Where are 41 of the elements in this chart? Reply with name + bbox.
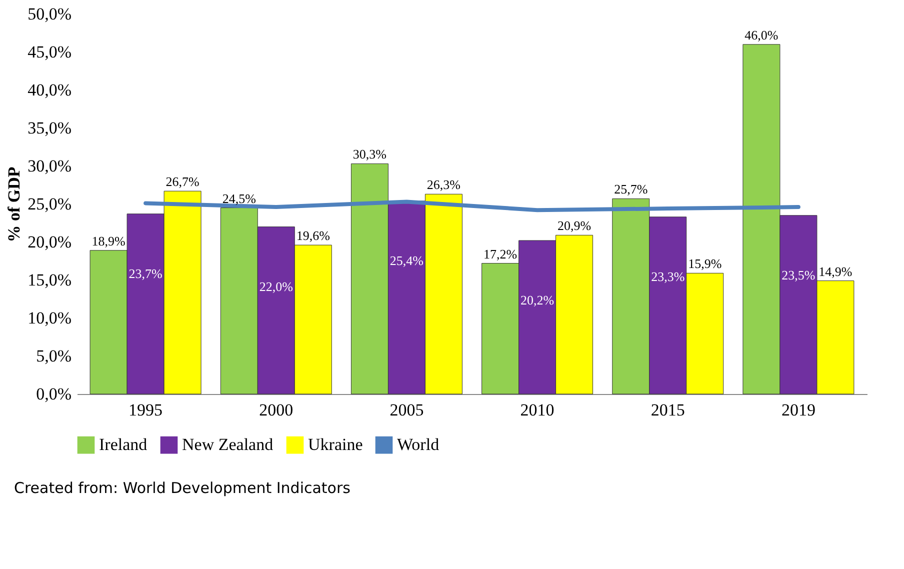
data-label: 26,7% <box>166 174 200 190</box>
data-label: 26,3% <box>426 177 461 192</box>
legend-label: World <box>397 435 440 454</box>
data-label: 24,5% <box>222 190 256 206</box>
data-label: 15,9% <box>688 256 722 272</box>
data-label: 14,9% <box>818 264 852 279</box>
legend-label: Ireland <box>99 435 148 454</box>
data-label: 23,3% <box>651 268 685 284</box>
data-label: 18,9% <box>92 233 126 248</box>
y-tick-label: 20,0% <box>28 232 72 252</box>
y-tick-label: 5,0% <box>36 346 72 366</box>
y-tick-label: 25,0% <box>28 194 72 214</box>
data-label: 22,0% <box>259 278 294 294</box>
y-tick-label: 15,0% <box>28 270 72 290</box>
data-label: 20,9% <box>557 218 592 234</box>
text: Created from: World Development Indicators <box>14 479 352 497</box>
data-label: 23,7% <box>128 266 163 281</box>
x-tick-label: 2000 <box>259 400 294 420</box>
legend-label: Ukraine <box>308 435 363 454</box>
x-tick-label: 2005 <box>390 400 424 420</box>
y-axis-title: % of GDP <box>4 166 24 242</box>
data-label: 20,2% <box>520 292 554 308</box>
x-tick-label: 2010 <box>520 400 554 420</box>
data-label: 25,7% <box>614 182 648 197</box>
data-label: 17,2% <box>483 246 518 262</box>
y-tick-label: 0,0% <box>36 384 72 404</box>
y-tick-label: 30,0% <box>28 156 72 176</box>
x-tick-label: 1995 <box>128 400 163 420</box>
y-tick-label: 40,0% <box>28 80 72 100</box>
data-label: 19,6% <box>296 228 330 244</box>
y-tick-label: 45,0% <box>28 42 72 62</box>
y-tick-label: 50,0% <box>28 4 72 24</box>
x-tick-label: 2015 <box>650 400 685 420</box>
data-label: 23,5% <box>782 267 816 282</box>
data-label: 46,0% <box>744 27 778 42</box>
legend-label: New Zealand <box>182 435 274 454</box>
y-tick-label: 10,0% <box>28 308 72 328</box>
x-tick-label: 2019 <box>781 400 816 420</box>
y-tick-label: 35,0% <box>28 118 72 138</box>
data-label: 30,3% <box>352 146 387 162</box>
data-label: 25,4% <box>390 252 424 268</box>
